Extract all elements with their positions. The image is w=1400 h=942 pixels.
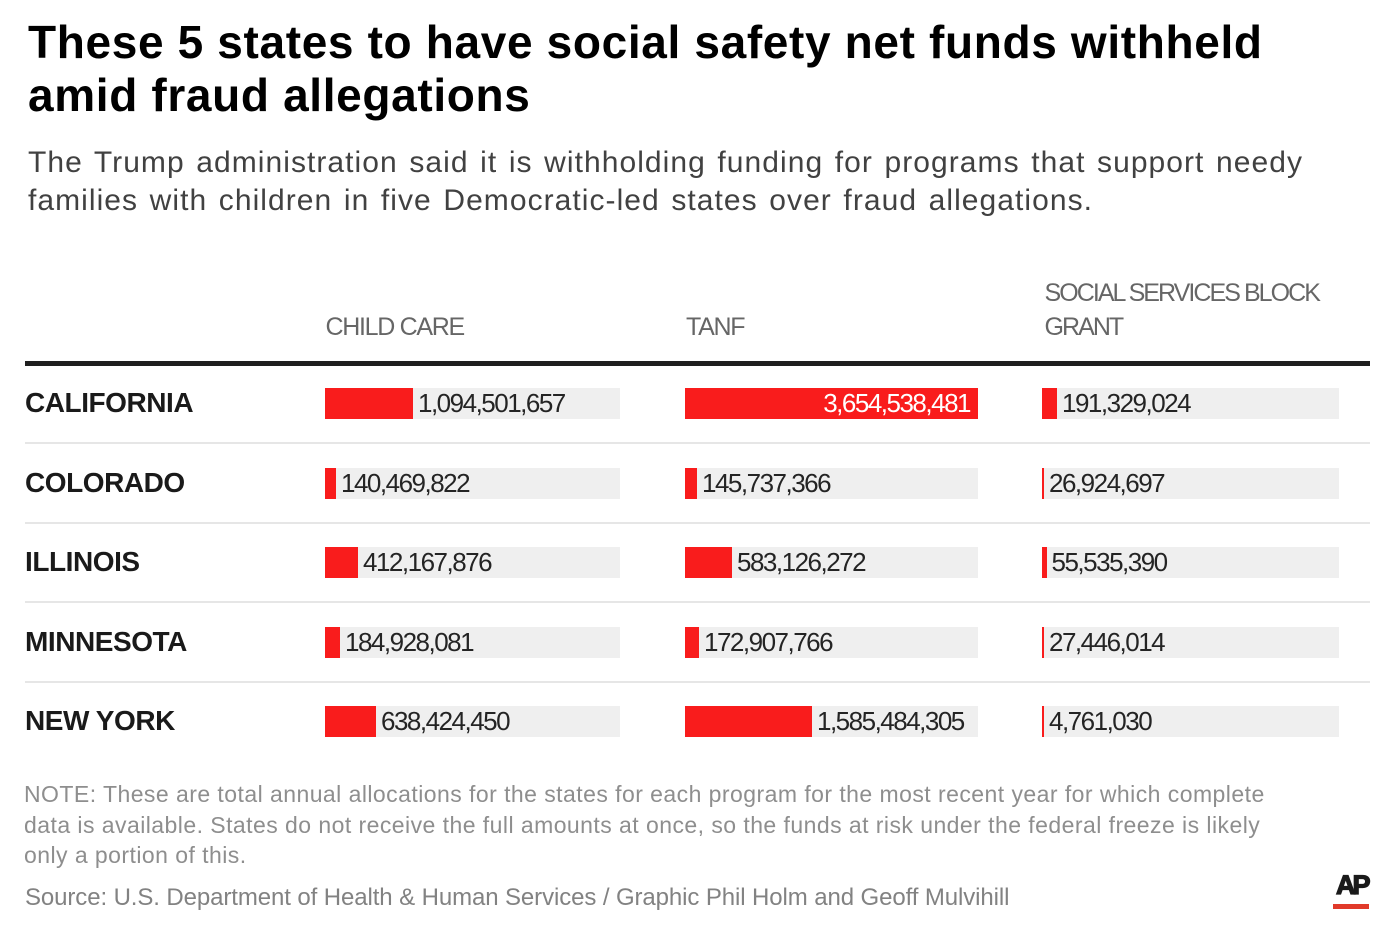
svg-text:AP: AP (1336, 870, 1370, 900)
